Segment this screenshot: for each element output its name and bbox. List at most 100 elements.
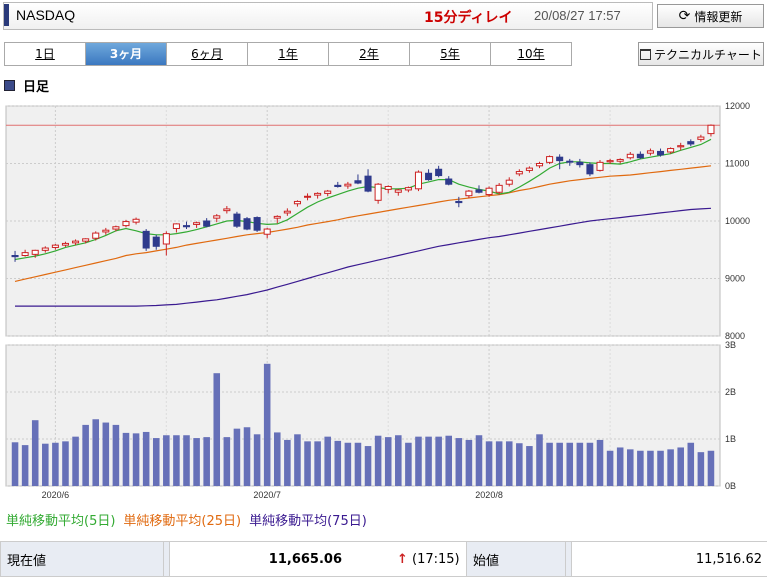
tab-5[interactable]: 5年 — [409, 42, 491, 66]
candle-body — [495, 184, 503, 193]
candle-body — [122, 221, 130, 227]
volume-bar — [213, 373, 221, 486]
volume-bar — [324, 436, 331, 486]
candle-body — [213, 215, 221, 219]
x-tick-label: 2020/6 — [42, 490, 70, 500]
refresh-button[interactable]: ⟳ 情報更新 — [657, 4, 764, 28]
volume-bar — [536, 434, 543, 486]
volume-bar — [697, 452, 705, 486]
volume-bar — [273, 432, 281, 486]
candle-body — [667, 148, 675, 153]
volume-bar — [435, 436, 442, 486]
candle-body — [414, 171, 422, 190]
technical-chart-label: テクニカルチャート — [654, 47, 762, 62]
volume-bar — [72, 436, 79, 486]
volume-tick-label: 2B — [725, 387, 736, 397]
candle-body — [364, 175, 372, 192]
header-accent — [4, 4, 9, 26]
candle-body — [707, 124, 715, 135]
volume-bar — [253, 434, 261, 486]
candle-body — [293, 200, 301, 205]
volume-bar — [707, 450, 715, 486]
volume-bar — [445, 435, 453, 486]
x-tick-label: 2020/7 — [253, 490, 281, 500]
open-label-cell: 始値 — [466, 541, 572, 577]
volume-bar — [354, 442, 362, 486]
volume-bar — [475, 435, 483, 486]
volume-bar — [495, 441, 503, 486]
candle-body — [304, 195, 312, 198]
tab-0[interactable]: 1日 — [4, 42, 86, 66]
candle-body — [435, 168, 443, 177]
volume-bar — [647, 450, 654, 486]
volume-tick-label: 0B — [725, 481, 736, 491]
volume-bar — [82, 424, 89, 486]
refresh-icon: ⟳ — [678, 8, 691, 24]
tab-4[interactable]: 2年 — [328, 42, 410, 66]
candle-body — [102, 229, 110, 233]
volume-bar — [62, 441, 69, 486]
volume-bar — [425, 436, 432, 486]
open-value-cell: 11,516.62 — [565, 541, 767, 577]
candle-body — [61, 242, 69, 246]
open-value: 11,516.62 — [695, 551, 762, 567]
volume-bar — [455, 438, 463, 486]
candle-body — [636, 153, 644, 159]
volume-bar — [183, 435, 190, 486]
candle-body — [646, 150, 654, 154]
ma5-line — [14, 138, 712, 261]
candle-body — [505, 179, 513, 185]
volume-bar — [657, 450, 664, 486]
candle-body — [556, 156, 564, 162]
volume-bar — [566, 442, 574, 486]
candle-body — [465, 190, 473, 197]
current-label-cell: 現在値 — [0, 541, 170, 577]
candle-body — [31, 249, 39, 255]
candle-body — [606, 160, 614, 163]
candle-body — [626, 153, 634, 159]
candle-body — [515, 171, 523, 175]
volume-bar — [526, 446, 533, 486]
x-tick-label: 2020/8 — [475, 490, 503, 500]
technical-chart-button[interactable]: テクニカルチャート — [638, 42, 764, 66]
volume-bar — [626, 449, 634, 486]
candle-body — [162, 233, 170, 245]
candle-body — [223, 208, 231, 212]
current-value: 11,665.06 — [268, 551, 342, 567]
tab-1[interactable]: 3ヶ月 — [85, 42, 167, 66]
candle-body — [92, 232, 100, 239]
volume-bar — [243, 427, 251, 486]
price-tick-label: 10000 — [725, 216, 750, 226]
candle-body — [283, 210, 291, 214]
candle-body — [475, 189, 483, 193]
volume-bar — [556, 442, 563, 486]
tab-6[interactable]: 10年 — [490, 42, 572, 66]
candle-body — [445, 178, 453, 185]
candle-body — [132, 218, 140, 223]
volume-bar — [52, 442, 59, 486]
volume-bar — [687, 442, 695, 486]
candle-body — [616, 158, 624, 162]
price-tick-label: 8000 — [725, 331, 745, 341]
timestamp: 20/08/27 17:57 — [534, 8, 621, 23]
volume-bar — [395, 435, 402, 486]
candle-body — [41, 247, 49, 251]
volume-bar — [516, 443, 523, 486]
tab-2[interactable]: 6ヶ月 — [166, 42, 248, 66]
price-tick-label: 12000 — [725, 101, 750, 111]
volume-bar — [546, 442, 553, 486]
header-bar: NASDAQ 15分ディレイ 20/08/27 17:57 ⟳ 情報更新 — [0, 0, 767, 32]
volume-bar — [142, 431, 150, 486]
candle-body — [182, 225, 191, 228]
candle-body — [576, 161, 584, 166]
volume-bar — [374, 435, 382, 486]
tab-3[interactable]: 1年 — [247, 42, 329, 66]
candle-body — [566, 160, 574, 163]
volume-bar — [203, 437, 210, 486]
volume-bar — [263, 363, 271, 486]
volume-bar — [132, 433, 140, 486]
volume-bar — [102, 422, 110, 486]
candle-body — [203, 220, 211, 227]
volume-bar — [606, 450, 614, 486]
